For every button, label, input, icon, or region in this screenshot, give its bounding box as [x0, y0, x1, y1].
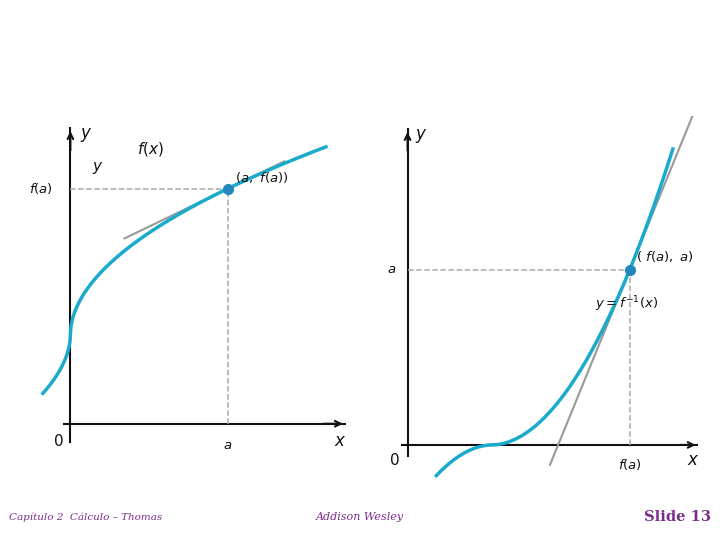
Text: $f(a)$: $f(a)$ [618, 457, 642, 472]
Text: $y = f^{-1}(x)$: $y = f^{-1}(x)$ [595, 294, 658, 314]
Text: $a$: $a$ [223, 438, 233, 451]
Text: $(a,\ f(a))$: $(a,\ f(a))$ [235, 170, 288, 185]
Text: $x$: $x$ [335, 433, 347, 450]
Text: $y$: $y$ [415, 127, 428, 145]
Text: $x$: $x$ [688, 451, 700, 469]
Text: $f(x)$: $f(x)$ [138, 140, 164, 158]
Text: Figura 2.48:  Os gráficos das funções inversas têm coeficientes
angulares recípr: Figura 2.48: Os gráficos das funções inv… [11, 21, 610, 67]
Text: $y$: $y$ [80, 126, 93, 144]
Text: Addison Wesley: Addison Wesley [316, 512, 404, 522]
Text: Slide 13: Slide 13 [644, 510, 711, 524]
Text: $0$: $0$ [53, 433, 64, 449]
Text: $(\ f(a),\ a)$: $(\ f(a),\ a)$ [636, 249, 694, 264]
Text: Capítulo 2  Cálculo – Thomas: Capítulo 2 Cálculo – Thomas [9, 512, 162, 522]
Text: $f(a)$: $f(a)$ [29, 181, 53, 196]
Text: $0$: $0$ [389, 451, 400, 468]
Text: $y$: $y$ [92, 160, 104, 176]
Text: $a$: $a$ [387, 263, 396, 276]
